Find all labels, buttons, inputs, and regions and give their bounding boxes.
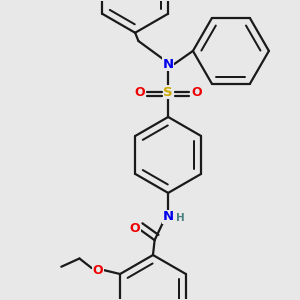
Text: O: O bbox=[191, 86, 202, 99]
Text: O: O bbox=[129, 222, 140, 235]
Text: H: H bbox=[176, 213, 185, 223]
Text: O: O bbox=[135, 86, 146, 99]
Text: N: N bbox=[163, 210, 174, 223]
Text: N: N bbox=[163, 58, 174, 70]
Text: O: O bbox=[92, 263, 103, 277]
Text: S: S bbox=[164, 86, 173, 99]
